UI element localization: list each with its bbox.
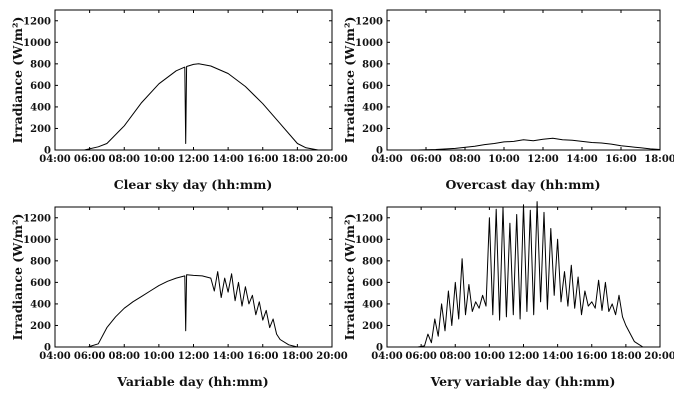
x-tick-label: 12:00	[527, 154, 559, 165]
x-tick-label: 08:00	[439, 351, 471, 362]
x-tick-label: 12:00	[178, 154, 210, 165]
y-tick-label: 800	[30, 59, 51, 70]
x-tick-label: 06:00	[410, 154, 442, 165]
panel-overcast-day: 04:00 06:00 08:00 10:00 12:00 14:00 16:00 18:00…	[342, 9, 674, 192]
x-tick-label: 16:00	[247, 351, 279, 362]
y-tick-label: 800	[362, 59, 383, 70]
x-tick-label: 18:00	[610, 351, 642, 362]
x-tick-label: 04:00	[39, 154, 71, 165]
x-tick-label: 16:00	[247, 154, 279, 165]
x-tick-label: 16:00	[576, 351, 608, 362]
x-tick-label: 10:00	[474, 351, 506, 362]
x-tick-label: 18:00	[644, 154, 674, 165]
y-tick-label: 600	[30, 278, 51, 289]
panel-very-variable-day: 04:00 06:00 08:00 10:00 12:00 14:00 16:00 18:00…	[342, 201, 674, 389]
plot-frame	[386, 9, 661, 151]
x-tick-label: 20:00	[316, 351, 348, 362]
x-axis-label: Overcast day (hh:mm)	[445, 177, 600, 192]
plot-frame	[54, 9, 333, 151]
irradiance-line	[417, 201, 644, 348]
x-tick-label: 12:00	[508, 351, 540, 362]
y-tick-label: 400	[30, 299, 51, 310]
x-tick-label: 18:00	[282, 154, 314, 165]
y-tick-label: 400	[30, 102, 51, 113]
irradiance-line	[418, 137, 661, 151]
x-tick-label: 18:00	[282, 351, 314, 362]
x-tick-label: 14:00	[212, 154, 244, 165]
panel-variable-day: 04:00 06:00 08:00 10:00 12:00 14:00 16:00 18:00…	[10, 206, 348, 389]
y-tick-label: 1200	[23, 213, 51, 224]
y-tick-label: 1200	[355, 213, 383, 224]
y-tick-label: 800	[362, 256, 383, 267]
irradiance-line	[84, 63, 319, 151]
x-tick-label: 14:00	[566, 154, 598, 165]
x-tick-label: 10:00	[143, 154, 175, 165]
x-axis-label: Very variable day (hh:mm)	[430, 374, 616, 389]
plot-frame	[386, 206, 661, 348]
x-tick-label: 04:00	[371, 154, 403, 165]
y-tick-label: 600	[362, 81, 383, 92]
x-tick-label: 06:00	[405, 351, 437, 362]
x-tick-label: 10:00	[488, 154, 520, 165]
y-tick-label: 0	[44, 343, 51, 354]
y-tick-label: 400	[362, 299, 383, 310]
y-tick-label: 200	[30, 321, 51, 332]
y-tick-label: 1000	[355, 38, 383, 49]
y-axis-label: Irradiance (W/m²)	[342, 214, 357, 341]
x-axis-label: Clear sky day (hh:mm)	[114, 177, 273, 192]
y-tick-label: 0	[376, 146, 383, 157]
y-tick-label: 200	[362, 321, 383, 332]
y-tick-label: 200	[30, 124, 51, 135]
x-tick-label: 12:00	[178, 351, 210, 362]
plot-frame	[54, 206, 333, 348]
x-tick-label: 14:00	[542, 351, 574, 362]
y-tick-label: 1200	[23, 16, 51, 27]
x-axis-label: Variable day (hh:mm)	[116, 374, 268, 389]
y-tick-label: 800	[30, 256, 51, 267]
x-tick-label: 06:00	[74, 154, 106, 165]
y-tick-label: 1000	[355, 235, 383, 246]
x-tick-label: 16:00	[605, 154, 637, 165]
x-tick-label: 06:00	[74, 351, 106, 362]
y-tick-label: 1000	[23, 38, 51, 49]
y-tick-label: 600	[362, 278, 383, 289]
y-tick-label: 200	[362, 124, 383, 135]
x-tick-label: 20:00	[316, 154, 348, 165]
x-tick-label: 04:00	[39, 351, 71, 362]
x-tick-label: 08:00	[108, 351, 140, 362]
x-tick-label: 08:00	[108, 154, 140, 165]
y-tick-label: 600	[30, 81, 51, 92]
x-tick-label: 20:00	[644, 351, 674, 362]
y-tick-label: 400	[362, 102, 383, 113]
y-axis-label: Irradiance (W/m²)	[342, 17, 357, 144]
x-tick-label: 04:00	[371, 351, 403, 362]
panel-clear-sky-day: 04:00 06:00 08:00 10:00 12:00 14:00 16:00 18:00…	[10, 9, 348, 192]
x-tick-label: 10:00	[143, 351, 175, 362]
y-axis-label: Irradiance (W/m²)	[10, 214, 25, 341]
y-tick-label: 0	[44, 146, 51, 157]
y-axis-label: Irradiance (W/m²)	[10, 17, 25, 144]
x-tick-label: 14:00	[212, 351, 244, 362]
x-tick-label: 08:00	[449, 154, 481, 165]
y-tick-label: 1200	[355, 16, 383, 27]
irradiance-line	[87, 271, 298, 348]
y-tick-label: 1000	[23, 235, 51, 246]
y-tick-label: 0	[376, 343, 383, 354]
